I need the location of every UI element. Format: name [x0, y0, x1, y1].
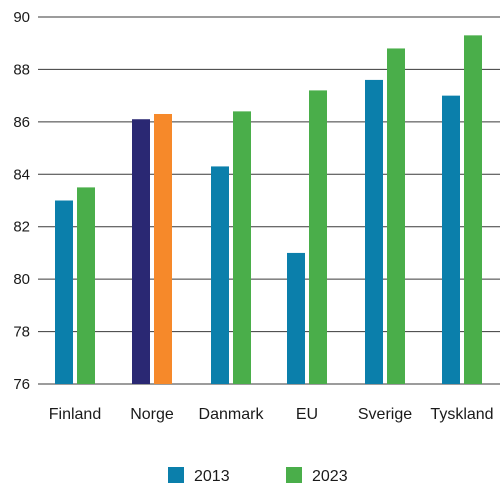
legend-swatch-2023 [286, 467, 302, 483]
legend-label-2023: 2023 [312, 468, 348, 485]
bar-tyskland-2023 [464, 35, 482, 384]
legend-label-2013: 2013 [194, 468, 230, 485]
y-tick-label: 78 [13, 324, 30, 341]
bar-tyskland-2013 [442, 95, 460, 385]
gridlines [38, 16, 500, 385]
x-category-label: Danmark [199, 406, 265, 423]
y-axis-ticks: 76 78 80 82 84 86 88 90 [13, 9, 30, 393]
bar-danmark-2013 [211, 166, 229, 384]
bar-danmark-2023 [233, 111, 251, 384]
y-tick-label: 76 [13, 376, 30, 393]
x-category-label: Sverige [358, 406, 412, 423]
x-category-label: Finland [49, 406, 101, 423]
bar-sverige-2013 [365, 79, 383, 385]
bar-sverige-2023 [387, 48, 405, 384]
x-category-label: Tyskland [430, 406, 493, 423]
legend-swatch-2013 [168, 467, 184, 483]
y-tick-label: 86 [13, 114, 30, 131]
y-tick-label: 88 [13, 61, 30, 78]
y-tick-label: 82 [13, 219, 30, 236]
bar-finland-2023 [77, 187, 95, 384]
bar-norge-2013 [132, 119, 150, 384]
bar-eu-2013 [287, 252, 305, 384]
x-category-label: Norge [130, 406, 174, 423]
bar-norge-2023 [154, 113, 172, 384]
y-tick-label: 90 [13, 9, 30, 26]
legend: 2013 2023 [168, 467, 348, 485]
y-tick-label: 80 [13, 271, 30, 288]
x-category-label: EU [296, 406, 318, 423]
bar-finland-2013 [55, 200, 73, 384]
bars [55, 35, 482, 385]
x-axis-labels: Finland Norge Danmark EU Sverige Tyskland [49, 406, 494, 423]
bar-eu-2023 [309, 90, 327, 385]
y-tick-label: 84 [13, 166, 30, 183]
